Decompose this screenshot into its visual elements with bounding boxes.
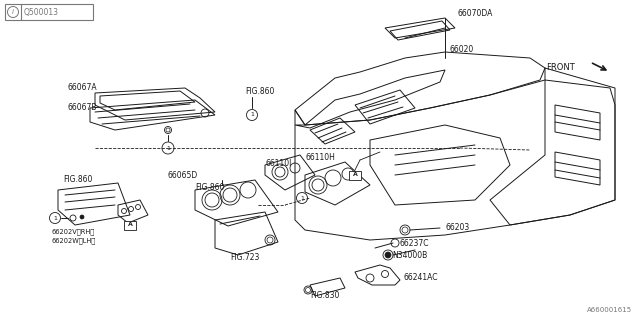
Circle shape <box>80 215 84 219</box>
Text: N34000B: N34000B <box>392 251 428 260</box>
Text: 66241AC: 66241AC <box>403 274 438 283</box>
Circle shape <box>385 252 391 258</box>
Text: FIG.860: FIG.860 <box>63 175 92 185</box>
Text: 66237C: 66237C <box>400 238 429 247</box>
Bar <box>349 171 361 180</box>
Text: FIG.860: FIG.860 <box>195 183 225 193</box>
Text: 1: 1 <box>166 146 170 150</box>
Text: 66067A: 66067A <box>68 84 98 92</box>
Text: 66202V〈RH〉: 66202V〈RH〉 <box>52 229 95 235</box>
Text: A: A <box>127 222 132 228</box>
Text: i: i <box>12 9 14 15</box>
Bar <box>124 220 136 229</box>
Text: 1: 1 <box>300 196 304 201</box>
Text: 66065D: 66065D <box>168 171 198 180</box>
Text: 66020: 66020 <box>450 45 474 54</box>
Text: 1: 1 <box>53 215 57 220</box>
Text: FIG.830: FIG.830 <box>310 291 339 300</box>
Text: 66110I: 66110I <box>265 158 291 167</box>
Text: FIG.723: FIG.723 <box>230 253 259 262</box>
Text: 66203: 66203 <box>445 223 469 233</box>
Text: FIG.860: FIG.860 <box>245 86 275 95</box>
Text: Q500013: Q500013 <box>24 7 59 17</box>
Text: FRONT: FRONT <box>547 63 575 73</box>
Text: 66202W〈LH〉: 66202W〈LH〉 <box>52 238 96 244</box>
Text: 66067B: 66067B <box>68 103 97 113</box>
Text: 66110H: 66110H <box>305 153 335 162</box>
Text: 66070DA: 66070DA <box>457 9 492 18</box>
Text: A: A <box>353 172 357 178</box>
Text: A660001615: A660001615 <box>587 307 632 313</box>
Text: 1: 1 <box>250 113 254 117</box>
Bar <box>5 4 93 20</box>
